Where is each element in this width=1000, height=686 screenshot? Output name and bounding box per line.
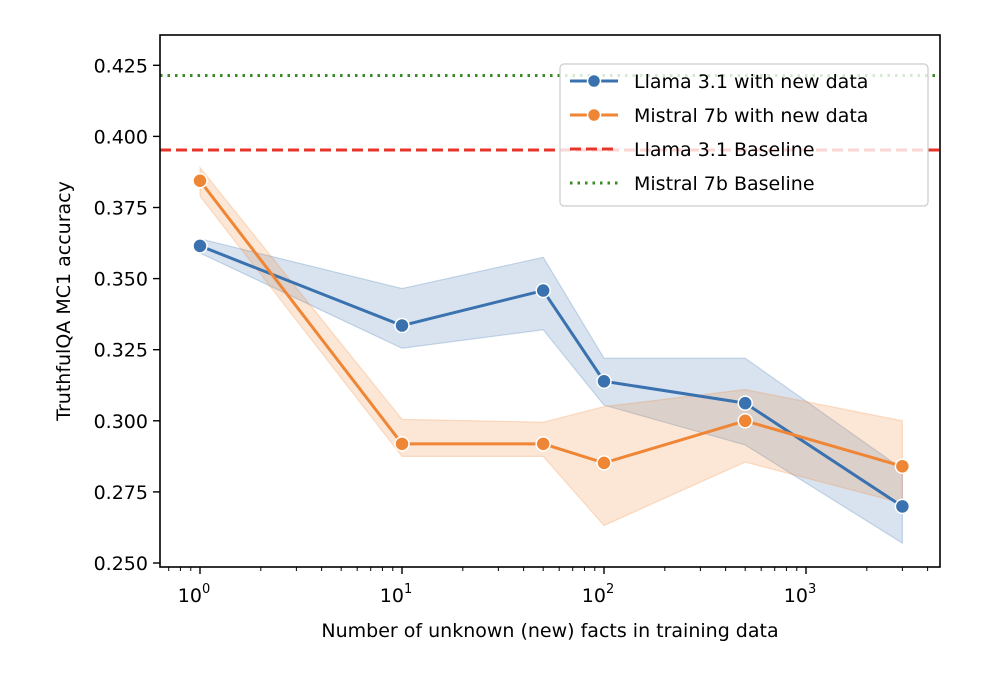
x-axis-label: Number of unknown (new) facts in trainin… bbox=[321, 620, 778, 642]
legend-label-0: Llama 3.1 with new data bbox=[634, 71, 868, 93]
y-axis-ticks: 0.250 0.275 0.300 0.325 0.350 0.375 0.400 0.425 bbox=[94, 55, 160, 575]
axes bbox=[159, 34, 941, 568]
data-point bbox=[192, 173, 208, 189]
data-point bbox=[192, 238, 208, 254]
legend-label-2: Llama 3.1 Baseline bbox=[634, 139, 815, 161]
ci-band-0 bbox=[199, 238, 903, 545]
y-tick-label: 0.400 bbox=[94, 126, 148, 148]
legend-box bbox=[559, 63, 929, 207]
y-tick-label: 0.375 bbox=[94, 198, 148, 220]
legend-label-3: Mistral 7b Baseline bbox=[634, 173, 815, 195]
plot-frame bbox=[159, 34, 941, 568]
y-tick-label: 0.275 bbox=[94, 482, 148, 504]
x-tick-label: 100 bbox=[178, 582, 210, 607]
data-point bbox=[894, 458, 911, 475]
confidence-bands bbox=[199, 165, 903, 545]
y-tick-label: 0.425 bbox=[94, 55, 148, 77]
data-point bbox=[596, 455, 612, 471]
y-tick-label: 0.325 bbox=[94, 340, 148, 362]
series-points bbox=[192, 173, 911, 515]
series-lines bbox=[198, 179, 904, 508]
x-tick-label: 101 bbox=[380, 582, 412, 607]
legend-label-1: Mistral 7b with new data bbox=[634, 105, 868, 127]
y-tick-label: 0.250 bbox=[94, 553, 148, 575]
legend: Llama 3.1 with new data Mistral 7b with n… bbox=[559, 63, 929, 207]
data-point bbox=[737, 395, 753, 411]
data-point bbox=[737, 413, 753, 429]
y-tick-label: 0.350 bbox=[94, 269, 148, 291]
y-axis-label: TruthfulQA MC1 accuracy bbox=[53, 181, 75, 422]
ci-band-1 bbox=[199, 165, 903, 527]
legend-marker-0 bbox=[586, 73, 602, 89]
data-point bbox=[894, 498, 911, 515]
data-point bbox=[394, 317, 410, 334]
series-line-0 bbox=[199, 244, 904, 508]
x-axis-ticks: 100 101 102 103 bbox=[168, 567, 929, 607]
data-point bbox=[535, 436, 551, 452]
series-line-1 bbox=[198, 179, 903, 468]
x-tick-label: 102 bbox=[582, 582, 614, 607]
data-point bbox=[596, 373, 612, 390]
y-tick-label: 0.300 bbox=[94, 411, 148, 433]
data-point bbox=[394, 436, 410, 452]
data-point bbox=[535, 282, 551, 299]
x-tick-label: 103 bbox=[784, 582, 816, 607]
legend-marker-1 bbox=[586, 107, 602, 123]
